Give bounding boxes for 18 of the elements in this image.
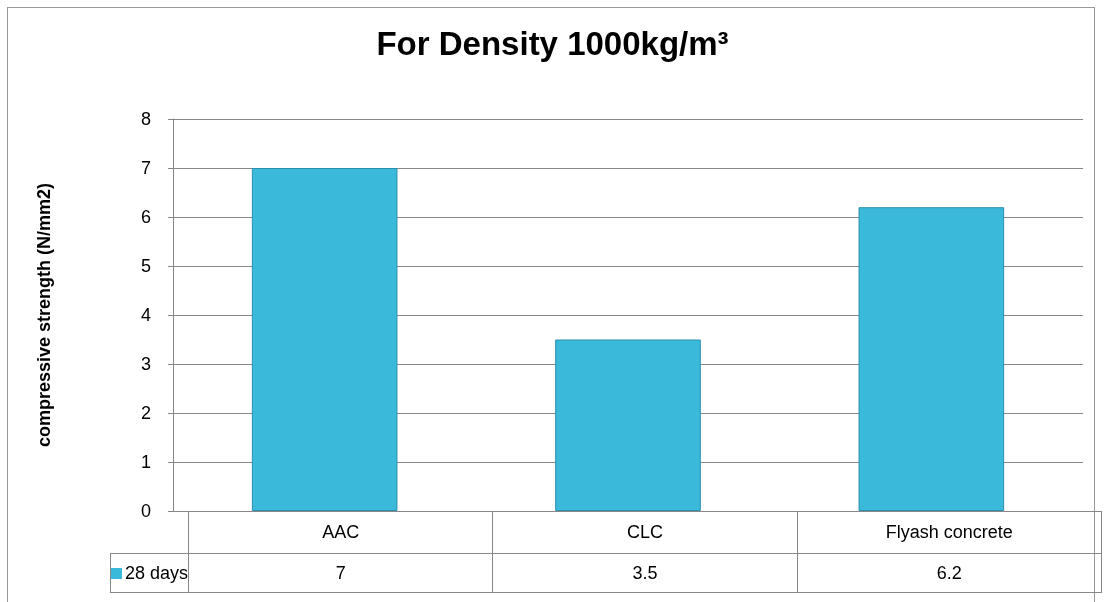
x-tick-label: CLC [492, 511, 798, 554]
data-label: 3.5 [492, 553, 798, 593]
x-tick-label: Flyash concrete [797, 511, 1102, 554]
chart-title: For Density 1000kg/m³ [376, 25, 729, 62]
y-axis-title: compressive strength (N/mm2) [34, 182, 54, 448]
y-tick-label: 3 [140, 354, 151, 374]
data-label: 7 [188, 553, 493, 593]
y-tick-label: 4 [140, 305, 151, 325]
y-tick-label: 6 [140, 207, 151, 227]
x-tick-label: AAC [188, 511, 493, 554]
y-tick-label: 2 [140, 403, 151, 423]
legend-label: 28 days [110, 553, 189, 593]
data-label: 6.2 [797, 553, 1102, 593]
y-tick-label: 8 [140, 109, 151, 129]
y-tick-label: 1 [140, 452, 151, 472]
y-tick-label: 7 [140, 158, 151, 178]
y-tick-label: 5 [140, 256, 151, 276]
y-tick-label: 0 [140, 501, 151, 521]
